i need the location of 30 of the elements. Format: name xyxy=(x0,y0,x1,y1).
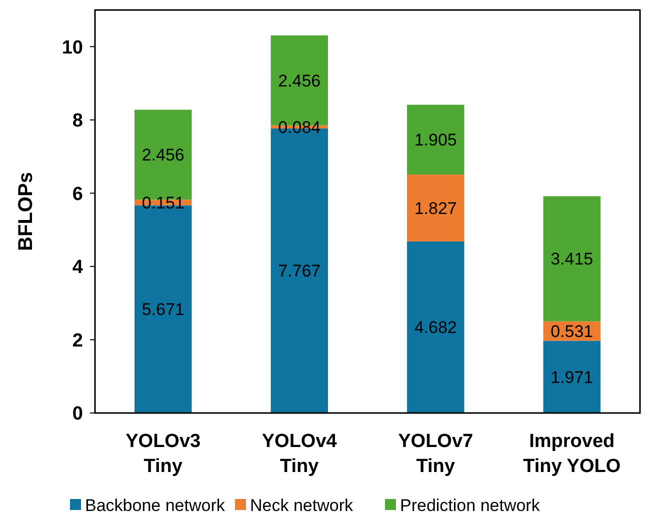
bar xyxy=(407,104,464,175)
bar xyxy=(543,340,600,413)
y-tick-label: 4 xyxy=(72,257,84,278)
x-tick-label: YOLOv3 Tiny xyxy=(126,431,201,477)
data-label: 1.905 xyxy=(414,130,457,150)
data-label: 3.415 xyxy=(550,250,594,269)
data-label: 2.456 xyxy=(278,71,321,90)
bar xyxy=(407,174,464,242)
data-label: 1.971 xyxy=(550,368,594,387)
x-tick-label: YOLOv7 Tiny xyxy=(398,431,474,477)
bar xyxy=(407,241,464,413)
data-label: 0.084 xyxy=(278,118,321,137)
y-tick-label: 0 xyxy=(72,404,83,425)
x-tick-label: Improved Tiny YOLO xyxy=(523,431,621,477)
data-label: 7.767 xyxy=(278,262,321,281)
data-label: 1.827 xyxy=(414,198,457,218)
y-tick-label: 8 xyxy=(72,110,83,132)
y-tick-label: 10 xyxy=(62,37,83,58)
bar xyxy=(543,196,600,322)
data-label: 4.682 xyxy=(414,318,457,338)
data-label: 0.531 xyxy=(550,322,594,342)
data-label: 5.671 xyxy=(142,300,184,320)
y-tick-label: 2 xyxy=(72,330,83,352)
data-label: 2.456 xyxy=(142,146,184,165)
legend-label: Neck network xyxy=(250,496,354,515)
y-axis-title: BFLOPs xyxy=(15,172,37,251)
legend-label: Backbone network xyxy=(85,496,226,515)
x-tick-label: YOLOv4 Tiny xyxy=(262,431,338,477)
legend-label: Prediction network xyxy=(400,496,540,515)
y-tick-label: 6 xyxy=(72,184,83,205)
